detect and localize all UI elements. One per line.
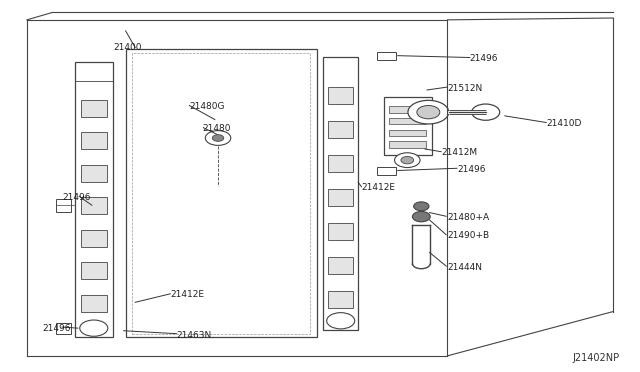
Circle shape bbox=[417, 106, 440, 119]
Bar bbox=[125, 49, 317, 337]
Bar bbox=[328, 189, 353, 206]
Bar bbox=[81, 230, 106, 247]
Text: 21480G: 21480G bbox=[189, 102, 225, 111]
Circle shape bbox=[326, 312, 355, 329]
Bar bbox=[81, 295, 106, 311]
Bar bbox=[378, 167, 396, 175]
Bar bbox=[389, 106, 426, 112]
Text: 21444N: 21444N bbox=[447, 263, 483, 272]
Bar bbox=[81, 262, 106, 279]
Text: 21480: 21480 bbox=[202, 124, 230, 133]
Bar bbox=[81, 132, 106, 149]
Bar bbox=[56, 323, 72, 334]
Bar bbox=[378, 52, 396, 61]
Circle shape bbox=[394, 153, 420, 167]
Text: 21412M: 21412M bbox=[441, 148, 477, 157]
Bar bbox=[132, 53, 310, 334]
Bar bbox=[389, 141, 426, 148]
Bar bbox=[328, 155, 353, 172]
Text: 21480+A: 21480+A bbox=[447, 213, 490, 222]
Bar bbox=[323, 57, 358, 330]
Text: 21400: 21400 bbox=[113, 43, 141, 52]
Circle shape bbox=[401, 157, 413, 164]
Text: J21402NP: J21402NP bbox=[572, 353, 620, 363]
Bar bbox=[81, 100, 106, 116]
Text: 21496: 21496 bbox=[43, 324, 71, 333]
Circle shape bbox=[412, 211, 430, 222]
Text: 21412E: 21412E bbox=[170, 291, 204, 299]
Text: 21490+B: 21490+B bbox=[447, 231, 490, 240]
Circle shape bbox=[205, 131, 231, 145]
Circle shape bbox=[413, 202, 429, 211]
Circle shape bbox=[212, 135, 224, 141]
Text: 21496: 21496 bbox=[457, 165, 486, 174]
Text: 21512N: 21512N bbox=[447, 84, 483, 93]
Text: 21496: 21496 bbox=[470, 54, 499, 63]
Bar bbox=[328, 121, 353, 138]
Bar bbox=[384, 97, 431, 155]
Text: 21496: 21496 bbox=[62, 193, 90, 202]
Circle shape bbox=[80, 320, 108, 336]
Bar bbox=[328, 257, 353, 274]
Bar bbox=[328, 291, 353, 308]
Bar bbox=[75, 62, 113, 337]
Text: 21410D: 21410D bbox=[546, 119, 582, 128]
Circle shape bbox=[472, 104, 500, 120]
Text: 21412E: 21412E bbox=[362, 183, 396, 192]
Bar bbox=[81, 198, 106, 214]
Circle shape bbox=[408, 100, 449, 124]
Bar bbox=[56, 199, 72, 212]
Bar bbox=[328, 87, 353, 104]
Bar bbox=[389, 118, 426, 124]
Text: 21463N: 21463N bbox=[177, 331, 212, 340]
Bar bbox=[328, 223, 353, 240]
Bar bbox=[81, 165, 106, 182]
Bar bbox=[389, 129, 426, 136]
